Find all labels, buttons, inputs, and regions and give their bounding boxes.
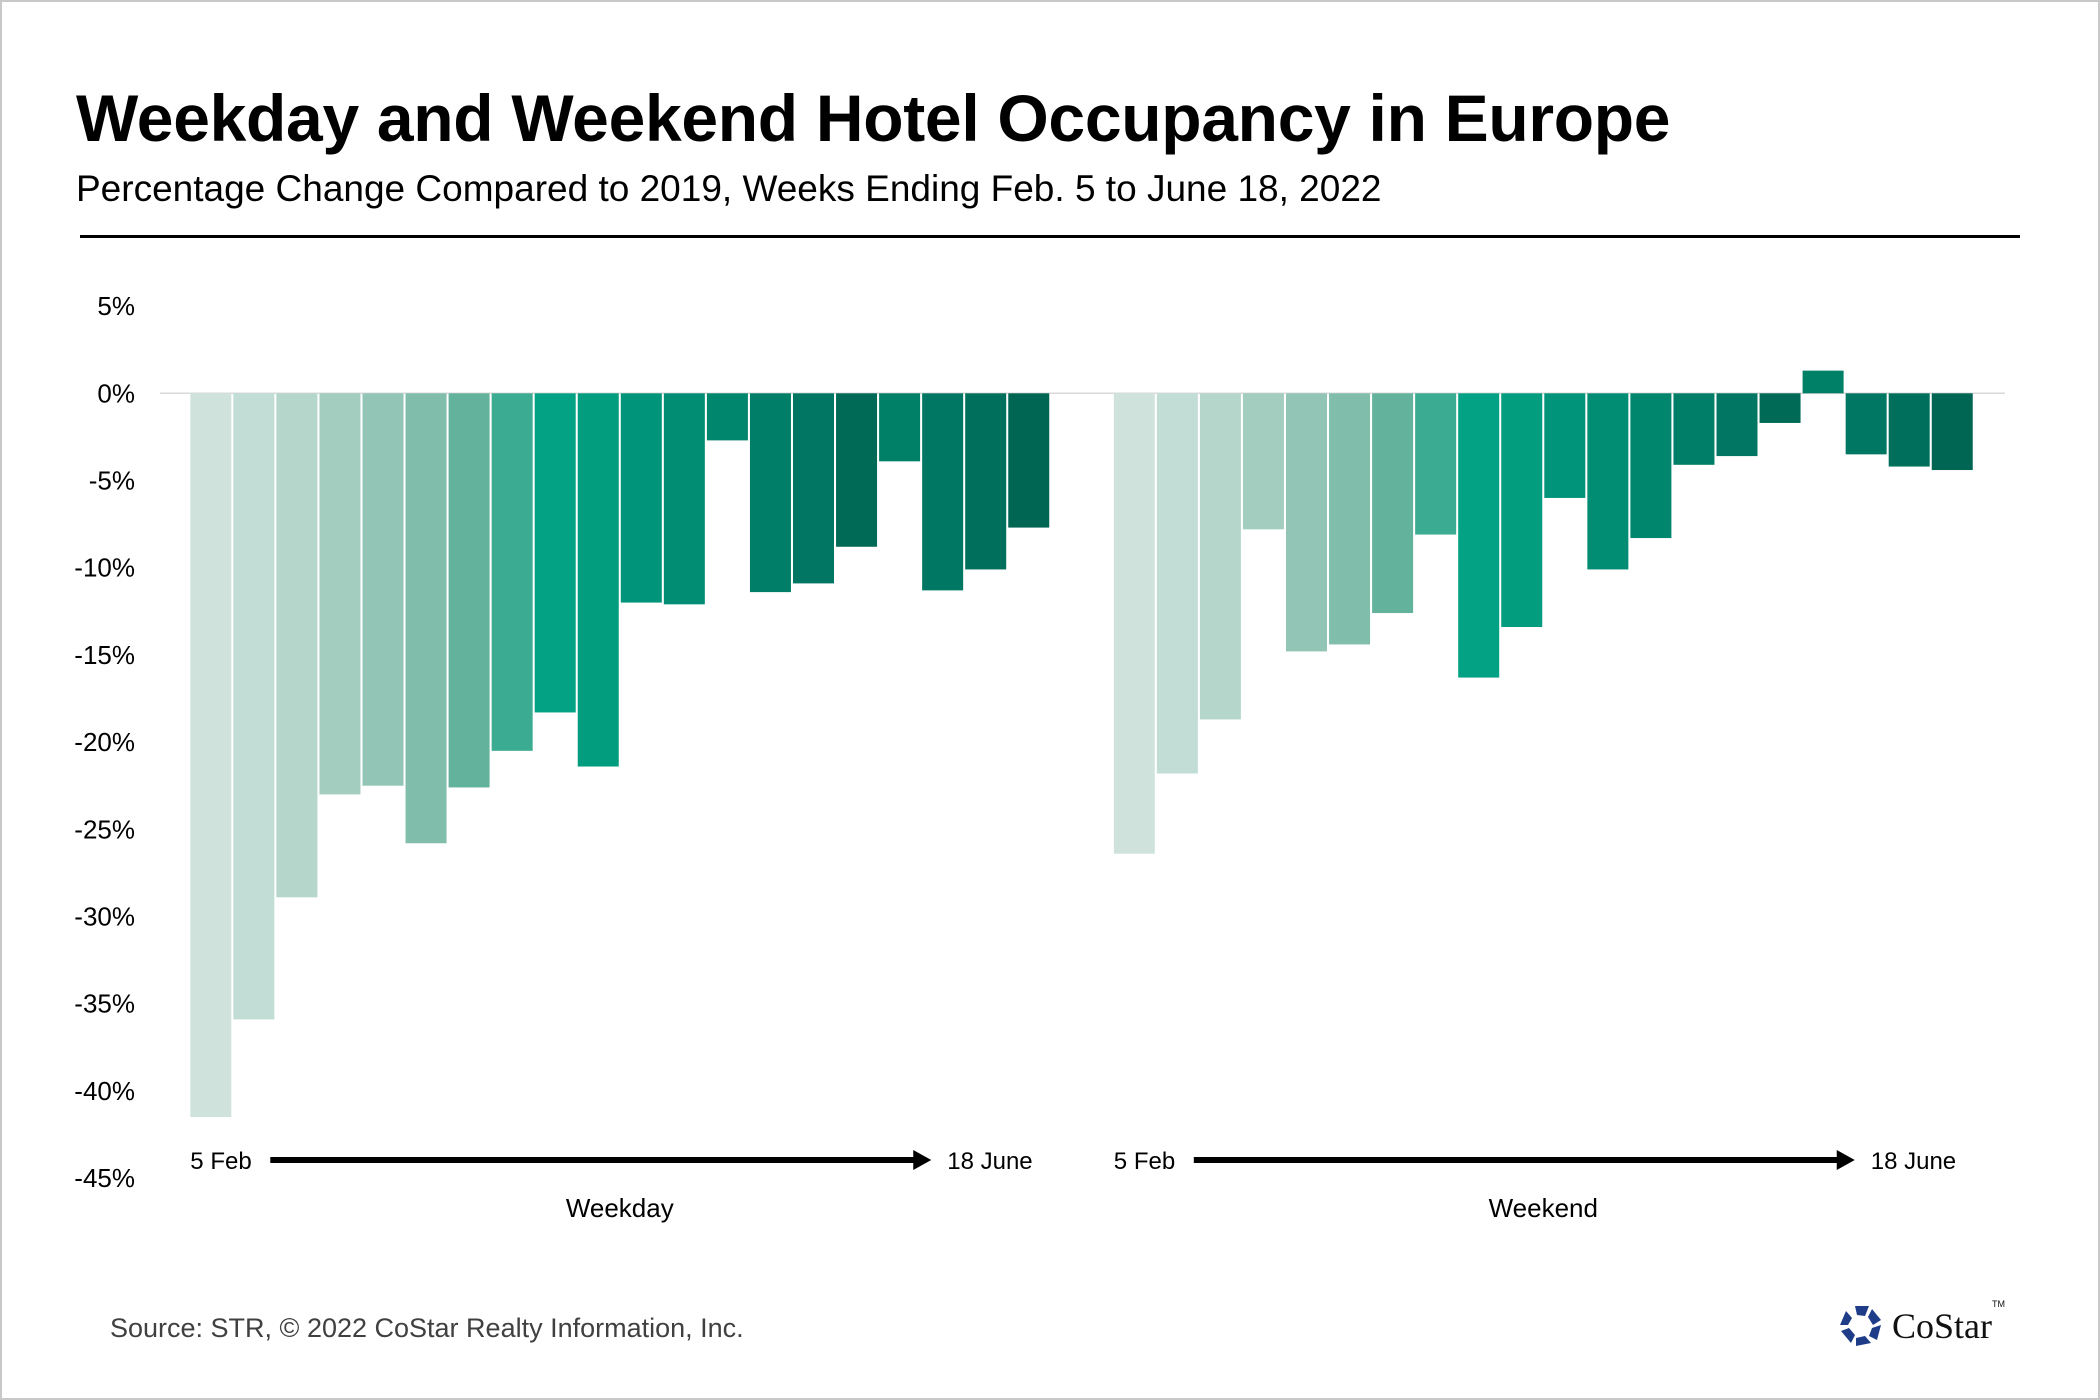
bar-weekend-10	[1501, 393, 1543, 627]
timeline-end-label: 18 June	[1871, 1148, 1956, 1175]
bar-weekend-3	[1199, 393, 1241, 720]
bar-weekday-3	[276, 393, 318, 898]
bar-weekday-8	[491, 393, 533, 751]
bar-weekend-1	[1113, 393, 1155, 854]
bar-weekday-1	[190, 393, 232, 1118]
y-tick-label: 5%	[97, 291, 135, 321]
bar-weekday-4	[319, 393, 361, 795]
costar-star-icon	[1840, 1306, 1881, 1346]
y-tick-label: -30%	[74, 902, 135, 932]
bar-weekday-6	[405, 393, 447, 844]
bar-weekday-14	[749, 393, 791, 593]
bar-weekday-11	[620, 393, 662, 603]
arrow-right-icon	[913, 1150, 932, 1170]
bar-weekday-5	[362, 393, 404, 786]
bar-weekend-12	[1587, 393, 1629, 570]
bar-weekday-13	[706, 393, 748, 441]
bar-weekday-17	[879, 393, 921, 462]
bar-weekend-2	[1156, 393, 1198, 774]
bar-weekend-9	[1458, 393, 1500, 678]
y-axis: 5% 0% -5% -10% -15% -20% -25% -30% -35% -40% -45%	[74, 291, 135, 1193]
title-divider	[80, 235, 2020, 238]
bar-weekend-20	[1931, 393, 1973, 471]
timeline-start-label: 5 Feb	[190, 1148, 251, 1175]
y-tick-label: 0%	[97, 378, 135, 408]
bar-weekday-10	[577, 393, 619, 767]
bar-weekend-11	[1544, 393, 1586, 498]
chart-subtitle: Percentage Change Compared to 2019, Week…	[76, 168, 1382, 209]
y-tick-label: -5%	[89, 466, 135, 496]
costar-logo: CoStarTM	[1838, 1299, 2006, 1352]
bar-weekend-17	[1802, 370, 1844, 394]
bar-weekday-20	[1008, 393, 1050, 528]
bar-weekday-9	[534, 393, 576, 713]
timeline-start-label: 5 Feb	[1114, 1148, 1175, 1175]
logo-wordmark: CoStarTM	[1892, 1299, 2006, 1346]
bar-weekend-16	[1759, 393, 1801, 423]
bar-weekend-15	[1716, 393, 1758, 457]
bar-weekend-18	[1845, 393, 1887, 455]
timeline-end-label: 18 June	[947, 1148, 1032, 1175]
bar-weekend-6	[1329, 393, 1371, 645]
y-tick-label: -20%	[74, 727, 135, 757]
bars	[190, 370, 1973, 1118]
bar-weekday-2	[233, 393, 275, 1020]
bar-weekday-15	[793, 393, 834, 584]
y-tick-label: -40%	[74, 1076, 135, 1106]
source-note: Source: STR, © 2022 CoStar Realty Inform…	[110, 1313, 744, 1343]
bar-weekday-18	[922, 393, 964, 591]
bar-weekend-8	[1415, 393, 1457, 535]
group-label-weekend: Weekend	[1489, 1193, 1598, 1223]
y-tick-label: -45%	[74, 1163, 135, 1193]
group-labels: 5 Feb 18 June Weekday 5 Feb 18 June Weekend	[190, 1148, 1956, 1223]
arrow-right-icon	[1836, 1150, 1855, 1170]
y-tick-label: -35%	[74, 989, 135, 1019]
bar-weekday-12	[663, 393, 705, 605]
bar-weekday-19	[965, 393, 1007, 570]
y-tick-label: -10%	[74, 553, 135, 583]
bar-weekend-14	[1673, 393, 1715, 465]
bar-weekend-7	[1372, 393, 1414, 614]
chart-title: Weekday and Weekend Hotel Occupancy in E…	[76, 81, 1671, 155]
y-tick-label: -25%	[74, 814, 135, 844]
bar-weekend-4	[1242, 393, 1284, 530]
bar-weekend-19	[1888, 393, 1930, 467]
group-label-weekday: Weekday	[566, 1193, 674, 1223]
bar-weekend-5	[1286, 393, 1327, 652]
bar-weekday-7	[448, 393, 490, 788]
y-tick-label: -15%	[74, 640, 135, 670]
bar-weekday-16	[836, 393, 878, 547]
bar-weekend-13	[1630, 393, 1672, 539]
